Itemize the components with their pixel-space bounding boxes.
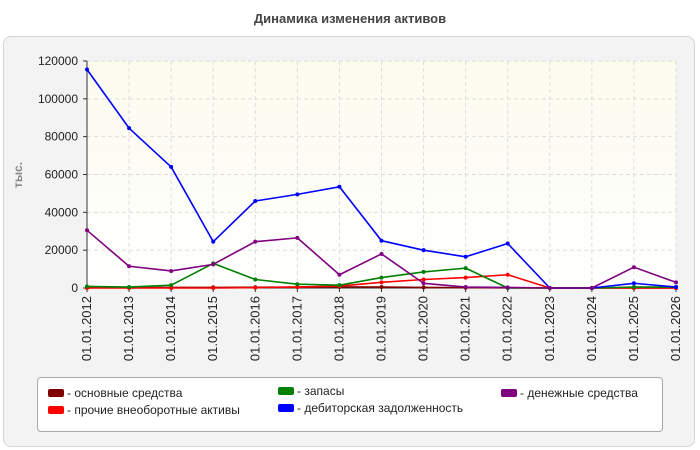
data-point — [127, 264, 132, 269]
data-point — [253, 198, 258, 203]
data-point — [505, 241, 510, 246]
data-point — [85, 284, 89, 289]
data-point — [337, 184, 342, 189]
x-tick-label: 01.01.2022 — [500, 296, 515, 361]
legend-item-receivables: - дебиторская задолженность — [278, 401, 463, 415]
data-point — [169, 268, 174, 273]
data-point — [674, 285, 678, 290]
data-point — [674, 280, 678, 285]
data-point — [631, 265, 636, 270]
data-point — [379, 285, 384, 290]
data-point — [379, 238, 384, 243]
x-tick-label: 01.01.2019 — [374, 296, 389, 361]
data-point — [463, 285, 468, 290]
x-tick-label: 01.01.2026 — [668, 296, 683, 361]
y-tick-label: 40000 — [45, 205, 79, 219]
data-point — [295, 282, 300, 287]
legend-item-cash: - денежные средства — [501, 386, 638, 400]
y-tick-label: 80000 — [45, 130, 79, 144]
data-point — [169, 286, 174, 290]
data-point — [169, 164, 174, 169]
x-tick-label: 01.01.2025 — [626, 296, 641, 361]
data-point — [85, 228, 89, 233]
legend-label: основные средства — [74, 386, 183, 400]
legend-swatch — [48, 406, 64, 414]
chart-title: Динамика изменения активов — [253, 11, 447, 26]
x-tick-label: 01.01.2018 — [331, 296, 346, 361]
data-point — [169, 283, 174, 288]
legend-swatch — [278, 387, 294, 395]
legend-swatch — [48, 389, 64, 397]
legend-label: прочие внеоборотные активы — [74, 403, 240, 417]
legend-item-inventory: - запасы — [278, 384, 344, 398]
legend-swatch — [501, 389, 517, 397]
data-point — [379, 275, 384, 280]
data-point — [463, 254, 468, 259]
data-point — [463, 266, 468, 271]
data-point — [127, 126, 132, 131]
chart-legend: - основные средства - прочие внеоборотны… — [37, 377, 663, 432]
x-tick-label: 01.01.2012 — [79, 296, 94, 361]
data-point — [337, 272, 342, 277]
data-point — [421, 277, 426, 282]
x-tick-label: 01.01.2023 — [542, 296, 557, 361]
data-point — [505, 285, 510, 290]
data-point — [295, 285, 300, 290]
legend-item-fixed-assets: - основные средства — [48, 386, 182, 400]
data-point — [463, 275, 468, 280]
data-point — [295, 192, 300, 197]
x-tick-label: 01.01.2021 — [458, 296, 473, 361]
data-point — [421, 285, 426, 290]
data-point — [337, 283, 342, 288]
y-tick-label: 120000 — [38, 54, 78, 68]
y-tick-label: 60000 — [45, 168, 79, 182]
x-tick-label: 01.01.2024 — [584, 296, 599, 361]
data-point — [211, 286, 216, 290]
legend-swatch — [278, 404, 294, 412]
data-point — [589, 286, 594, 290]
data-point — [505, 272, 510, 277]
data-point — [379, 251, 384, 256]
data-point — [253, 277, 258, 282]
x-tick-label: 01.01.2016 — [247, 296, 262, 361]
x-tick-label: 01.01.2014 — [163, 296, 178, 361]
x-tick-label: 01.01.2015 — [205, 296, 220, 361]
y-tick-label: 0 — [71, 281, 78, 295]
y-tick-label: 20000 — [45, 243, 79, 257]
data-point — [253, 285, 258, 290]
x-tick-label: 01.01.2020 — [416, 296, 431, 361]
data-point — [295, 235, 300, 240]
data-point — [127, 285, 132, 290]
data-point — [421, 269, 426, 274]
y-tick-label: 100000 — [38, 92, 78, 106]
data-point — [211, 262, 216, 267]
data-point — [253, 239, 258, 244]
data-point — [631, 285, 636, 290]
data-point — [211, 239, 216, 244]
legend-label: дебиторская задолженность — [304, 401, 464, 415]
x-tick-label: 01.01.2017 — [289, 296, 304, 361]
data-point — [421, 281, 426, 286]
data-point — [379, 280, 384, 285]
data-point — [85, 67, 89, 72]
x-tick-label: 01.01.2013 — [121, 296, 136, 361]
data-point — [631, 281, 636, 286]
y-axis-label: тыс. — [11, 162, 25, 188]
legend-label: запасы — [304, 384, 345, 398]
data-point — [547, 286, 552, 290]
data-point — [421, 248, 426, 253]
legend-label: денежные средства — [527, 386, 638, 400]
legend-item-other-noncurrent: - прочие внеоборотные активы — [48, 403, 240, 417]
